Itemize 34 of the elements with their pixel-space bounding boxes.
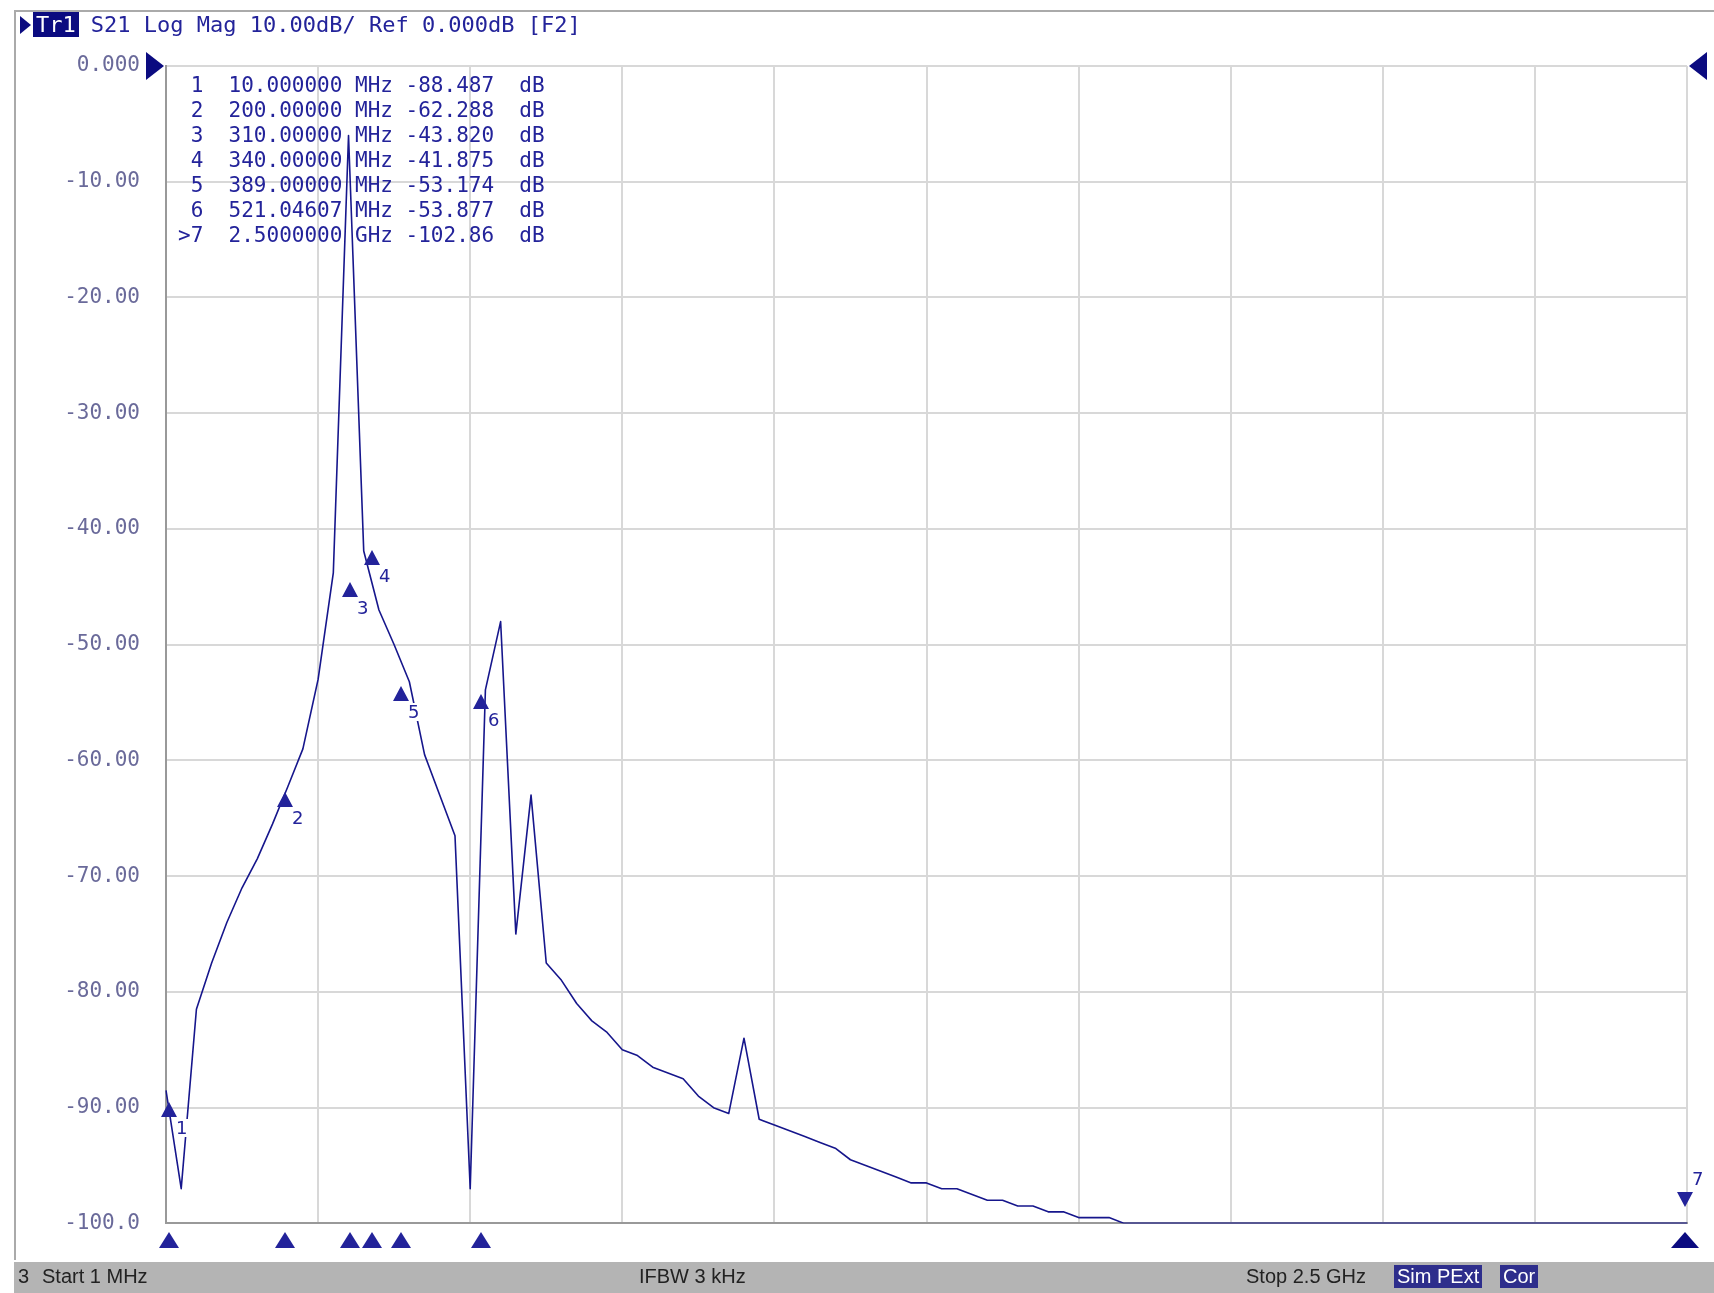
text: 7 xyxy=(1691,1168,1705,1189)
y-tick-label: -80.00 xyxy=(64,978,140,1003)
y-tick-label: -20.00 xyxy=(64,283,140,308)
y-tick-label: -100.0 xyxy=(64,1209,140,1234)
chart-title: S21 Log Mag 10.00dB/ Ref 0.000dB [F2] xyxy=(90,12,581,37)
text: PExt xyxy=(1434,1265,1483,1288)
text: Start 1 MHz xyxy=(42,1265,148,1288)
annotation: 4 xyxy=(378,565,392,586)
annotation: 2 200.00000 MHz -62.288 dB xyxy=(178,97,545,122)
annotation: 5 389.00000 MHz -53.174 dB xyxy=(178,172,545,197)
y-tick-label: -30.00 xyxy=(64,399,140,424)
annotation: >7 2.5000000 GHz -102.86 dB xyxy=(178,222,545,247)
annotation: 1 10.000000 MHz -88.487 dB xyxy=(178,72,545,97)
text: Stop 2.5 GHz xyxy=(1246,1265,1367,1288)
annotation: 6 xyxy=(487,709,501,730)
text: IFBW 3 kHz xyxy=(639,1265,746,1288)
y-tick-label: -70.00 xyxy=(64,862,140,887)
y-tick-label: -90.00 xyxy=(64,1094,140,1119)
text: Sim xyxy=(1394,1265,1435,1288)
annotation: 4 340.00000 MHz -41.875 dB xyxy=(178,147,545,172)
annotation: 1 xyxy=(175,1117,189,1138)
annotation: 5 xyxy=(407,701,421,722)
y-tick-label: -40.00 xyxy=(64,515,140,540)
y-tick-label: 0.000 xyxy=(76,52,140,77)
y-tick-label: -50.00 xyxy=(64,631,140,656)
y-tick-label: -10.00 xyxy=(64,168,140,193)
annotation: 6 521.04607 MHz -53.877 dB xyxy=(178,197,545,222)
y-tick-label: -60.00 xyxy=(64,746,140,771)
annotation: 3 xyxy=(356,597,370,618)
text: 3 xyxy=(18,1265,30,1288)
text: Cor xyxy=(1500,1265,1539,1288)
annotation: 3 310.00000 MHz -43.820 dB xyxy=(178,122,545,147)
annotation: 2 xyxy=(291,807,305,828)
chart-subtitle: Tr1 xyxy=(33,12,79,37)
